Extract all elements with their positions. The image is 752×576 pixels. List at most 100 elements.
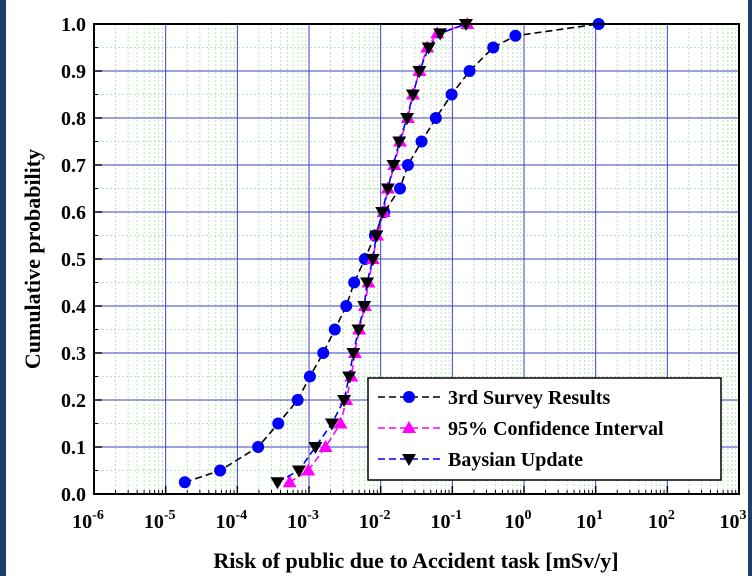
data-point: [487, 41, 500, 54]
legend-marker: [403, 391, 415, 403]
data-point: [433, 28, 448, 41]
series-line: [184, 23, 599, 484]
x-tick-label: 101: [576, 508, 603, 533]
data-point: [463, 65, 476, 77]
y-tick-label: 0.1: [61, 437, 86, 459]
x-tick-base: 10: [720, 511, 740, 533]
data-point: [272, 417, 285, 430]
series-2: [270, 19, 473, 490]
x-tick-exponent: -4: [235, 508, 247, 523]
data-point: [301, 463, 316, 476]
data-point: [386, 160, 401, 172]
data-point: [393, 182, 406, 195]
y-tick-label: 0.0: [61, 484, 86, 506]
legend-entry: 3rd Survey Results: [378, 387, 610, 409]
data-point: [392, 136, 407, 149]
data-point: [348, 276, 361, 289]
legend-entry: Baysian Update: [378, 449, 583, 471]
x-axis-title: Risk of public due to Accident task [mSv…: [213, 548, 618, 573]
data-point: [421, 42, 436, 55]
x-tick-label: 103: [720, 508, 747, 533]
x-tick-label: 100: [505, 508, 532, 533]
x-tick-base: 10: [505, 511, 525, 533]
data-point: [375, 207, 390, 219]
data-point: [351, 324, 366, 337]
data-point: [291, 394, 304, 406]
data-point: [333, 416, 348, 429]
x-tick-label: 10-5: [144, 508, 176, 533]
data-point: [357, 301, 372, 313]
data-point: [291, 465, 306, 478]
legend-label: 3rd Survey Results: [448, 387, 610, 409]
data-point: [342, 371, 357, 384]
y-tick-label: 0.2: [61, 390, 86, 412]
legend-marker: [402, 421, 416, 433]
data-point: [214, 464, 227, 477]
data-point: [282, 475, 297, 488]
cumulative-probability-chart: 10-6 10-5 10-4 10-3 10-2 10-1 100 101 102 103 0.0…: [20, 14, 747, 573]
data-point: [401, 159, 414, 171]
y-tick-label: 1.0: [61, 14, 86, 36]
data-point: [380, 183, 395, 196]
data-point: [412, 66, 427, 78]
x-tick-base: 10: [576, 511, 596, 533]
x-tick-exponent: 2: [668, 508, 675, 523]
data-point: [252, 441, 265, 453]
legend-label: 95% Confidence Interval: [448, 418, 664, 440]
x-tick-label: 10-4: [215, 508, 247, 533]
y-tick-label: 0.9: [61, 61, 86, 83]
x-tick-exponent: -3: [307, 508, 319, 523]
y-tick-label: 0.5: [61, 249, 86, 271]
x-tick-base: 10: [144, 511, 164, 533]
x-tick-label: 102: [648, 508, 675, 533]
data-point: [360, 277, 375, 290]
y-tick-label: 0.6: [61, 202, 86, 224]
data-point: [337, 395, 352, 407]
y-tick-label: 0.8: [61, 108, 86, 130]
data-point: [509, 29, 522, 42]
x-tick-exponent: -2: [379, 508, 391, 523]
data-point: [405, 89, 420, 102]
series-line: [277, 23, 467, 484]
x-tick-labels: 10-6 10-5 10-4 10-3 10-2 10-1 100 101 102 103: [72, 508, 746, 533]
data-point: [369, 230, 384, 243]
data-point: [429, 112, 442, 124]
x-tick-exponent: 3: [740, 508, 747, 523]
data-point: [365, 254, 380, 266]
y-axis-title: Cumulative probability: [20, 149, 45, 369]
data-point: [303, 370, 316, 383]
legend-entry: 95% Confidence Interval: [378, 418, 664, 440]
x-tick-base: 10: [359, 511, 379, 533]
y-tick-label: 0.3: [61, 343, 86, 365]
legend-box: [367, 377, 722, 481]
x-tick-label: 10-2: [359, 508, 391, 533]
data-point: [270, 477, 285, 490]
x-tick-base: 10: [648, 511, 668, 533]
data-point: [324, 418, 339, 431]
data-point: [308, 442, 323, 454]
x-tick-exponent: 1: [596, 508, 603, 523]
data-point: [415, 135, 428, 148]
y-tick-labels: 0.0 0.1 0.2 0.3 0.4 0.5 0.6 0.7 0.8 0.9 1.0: [61, 14, 86, 506]
legend: 3rd Survey Results 95% Confidence Interva…: [367, 377, 722, 481]
y-tick-label: 0.7: [61, 155, 86, 177]
x-tick-base: 10: [287, 511, 307, 533]
x-tick-exponent: 0: [525, 508, 532, 523]
data-point: [317, 347, 330, 359]
legend-marker: [402, 454, 416, 466]
x-tick-exponent: -6: [92, 508, 104, 523]
data-point: [318, 440, 333, 452]
axis-ticks: [93, 23, 740, 495]
x-tick-base: 10: [215, 511, 235, 533]
x-tick-label: 10-3: [287, 508, 319, 533]
data-point: [328, 323, 341, 336]
legend-label: Baysian Update: [448, 449, 583, 471]
y-tick-label: 0.4: [61, 296, 86, 318]
data-point: [346, 348, 361, 360]
data-point: [178, 476, 191, 489]
data-point: [400, 113, 415, 125]
data-point: [340, 300, 353, 312]
x-tick-exponent: -5: [164, 508, 176, 523]
x-tick-label: 10-1: [430, 508, 462, 533]
